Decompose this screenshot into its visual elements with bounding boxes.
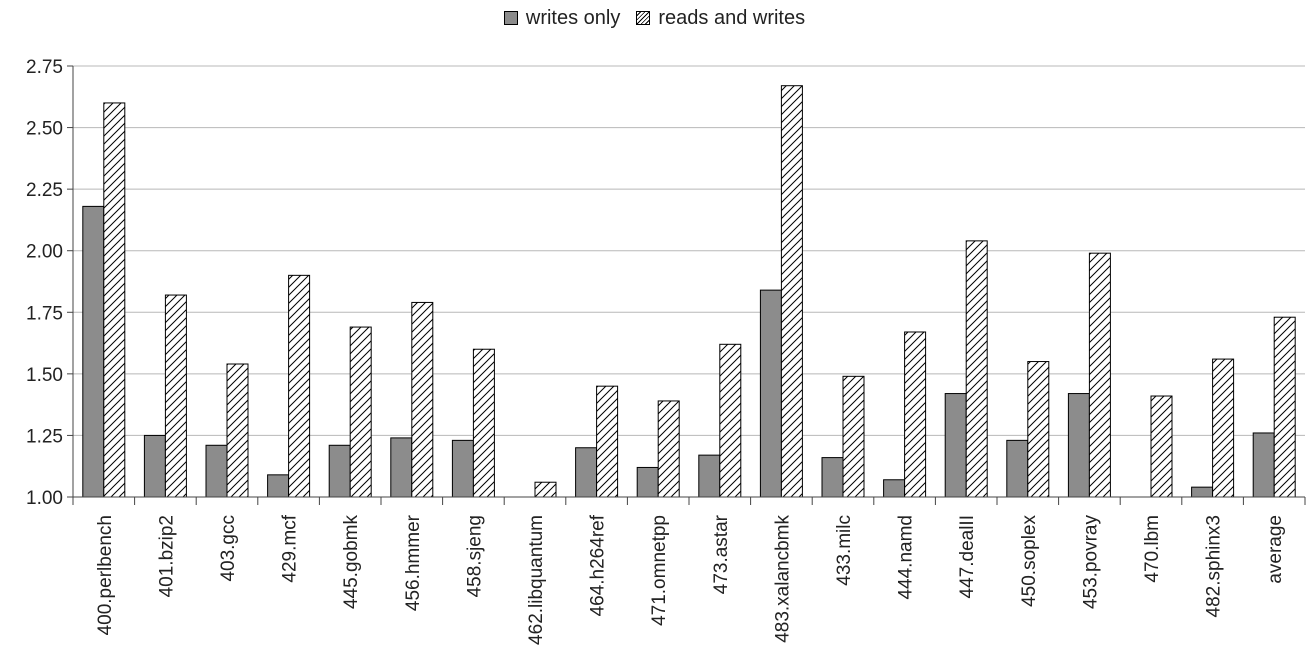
y-tick-label: 2.50 bbox=[26, 119, 63, 140]
x-tick-label: 458.sjeng bbox=[464, 515, 485, 597]
bar-writes-only bbox=[267, 474, 290, 498]
bar-reads-and-writes bbox=[842, 375, 865, 498]
x-tick-label: 456.hmmer bbox=[403, 514, 424, 611]
bar-reads-and-writes bbox=[103, 102, 126, 498]
x-tick-label: 471.omnetpp bbox=[649, 515, 670, 626]
x-tick-label: 429.mcf bbox=[280, 514, 301, 582]
x-tick-label: average bbox=[1265, 515, 1286, 584]
bar-reads-and-writes bbox=[472, 348, 495, 498]
bar-reads-and-writes bbox=[411, 301, 434, 498]
bar-reads-and-writes bbox=[657, 400, 680, 498]
bar-reads-and-writes bbox=[226, 363, 249, 498]
bar-writes-only bbox=[698, 454, 721, 498]
legend-item-reads-and-writes: reads and writes bbox=[636, 7, 805, 30]
x-tick-label: 483.xalancbmk bbox=[772, 515, 793, 643]
bar-writes-only bbox=[451, 439, 474, 498]
bar-writes-only bbox=[205, 444, 228, 498]
bar-reads-and-writes bbox=[1027, 361, 1050, 498]
bar-reads-and-writes bbox=[164, 294, 187, 498]
bar-reads-and-writes bbox=[596, 385, 619, 498]
x-tick-label: 482.sphinx3 bbox=[1204, 515, 1225, 617]
legend-swatch-reads-and-writes bbox=[636, 11, 651, 25]
y-tick-label: 2.75 bbox=[26, 57, 63, 78]
x-tick-label: 445.gobmk bbox=[341, 515, 362, 610]
x-tick-label: 403.gcc bbox=[218, 515, 239, 582]
legend-label-writes-only: writes only bbox=[525, 6, 621, 29]
bar-reads-and-writes bbox=[780, 85, 803, 498]
x-tick-label: 473.astar bbox=[711, 514, 732, 594]
x-tick-label: 401.bzip2 bbox=[156, 515, 177, 597]
bar-reads-and-writes bbox=[349, 326, 372, 498]
bar-reads-and-writes bbox=[288, 274, 311, 498]
x-tick-label: 400.perlbench bbox=[95, 515, 116, 635]
bar-writes-only bbox=[821, 457, 844, 498]
legend-label-reads-and-writes: reads and writes bbox=[658, 6, 806, 29]
y-tick-label: 1.00 bbox=[26, 488, 63, 509]
x-tick-label: 433.milc bbox=[834, 515, 855, 586]
bar-reads-and-writes bbox=[719, 343, 742, 498]
legend-item-writes-only: writes only bbox=[503, 6, 621, 30]
x-tick-label: 464.h264ref bbox=[588, 514, 609, 616]
bar-reads-and-writes bbox=[1212, 358, 1235, 498]
bar-reads-and-writes bbox=[965, 240, 988, 498]
x-tick-label: 470.lbm bbox=[1142, 515, 1163, 583]
bar-reads-and-writes bbox=[1273, 316, 1296, 498]
y-tick-label: 2.00 bbox=[26, 242, 63, 263]
bar-writes-only bbox=[1006, 439, 1029, 498]
y-tick-label: 1.75 bbox=[26, 303, 63, 324]
x-tick-label: 453.povray bbox=[1080, 515, 1101, 610]
x-tick-label: 462.libquantum bbox=[526, 515, 547, 645]
bar-writes-only bbox=[575, 447, 598, 498]
bar-writes-only bbox=[1067, 393, 1090, 498]
legend: writes only reads and writes bbox=[0, 6, 1309, 30]
legend-swatch-writes-only bbox=[503, 11, 518, 25]
bar-writes-only bbox=[759, 289, 782, 498]
y-tick-label: 1.25 bbox=[26, 426, 63, 447]
bar-writes-only bbox=[883, 479, 906, 498]
bar-writes-only bbox=[636, 466, 659, 498]
bar-writes-only bbox=[944, 393, 967, 498]
y-tick-label: 1.50 bbox=[26, 365, 63, 386]
bar-writes-only bbox=[328, 444, 351, 498]
x-tick-label: 447.dealII bbox=[957, 515, 978, 598]
bar-writes-only bbox=[1191, 486, 1214, 498]
bar-writes-only bbox=[143, 434, 166, 498]
x-tick-label: 444.namd bbox=[896, 515, 917, 600]
bar-writes-only bbox=[1252, 432, 1275, 498]
bar-reads-and-writes bbox=[1150, 395, 1173, 498]
bar-writes-only bbox=[390, 437, 413, 498]
bar-reads-and-writes bbox=[534, 481, 557, 498]
y-tick-label: 2.25 bbox=[26, 180, 63, 201]
bar-reads-and-writes bbox=[904, 331, 927, 498]
x-tick-label: 450.soplex bbox=[1019, 515, 1040, 607]
bar-writes-only bbox=[82, 205, 105, 498]
bar-reads-and-writes bbox=[1088, 252, 1111, 498]
